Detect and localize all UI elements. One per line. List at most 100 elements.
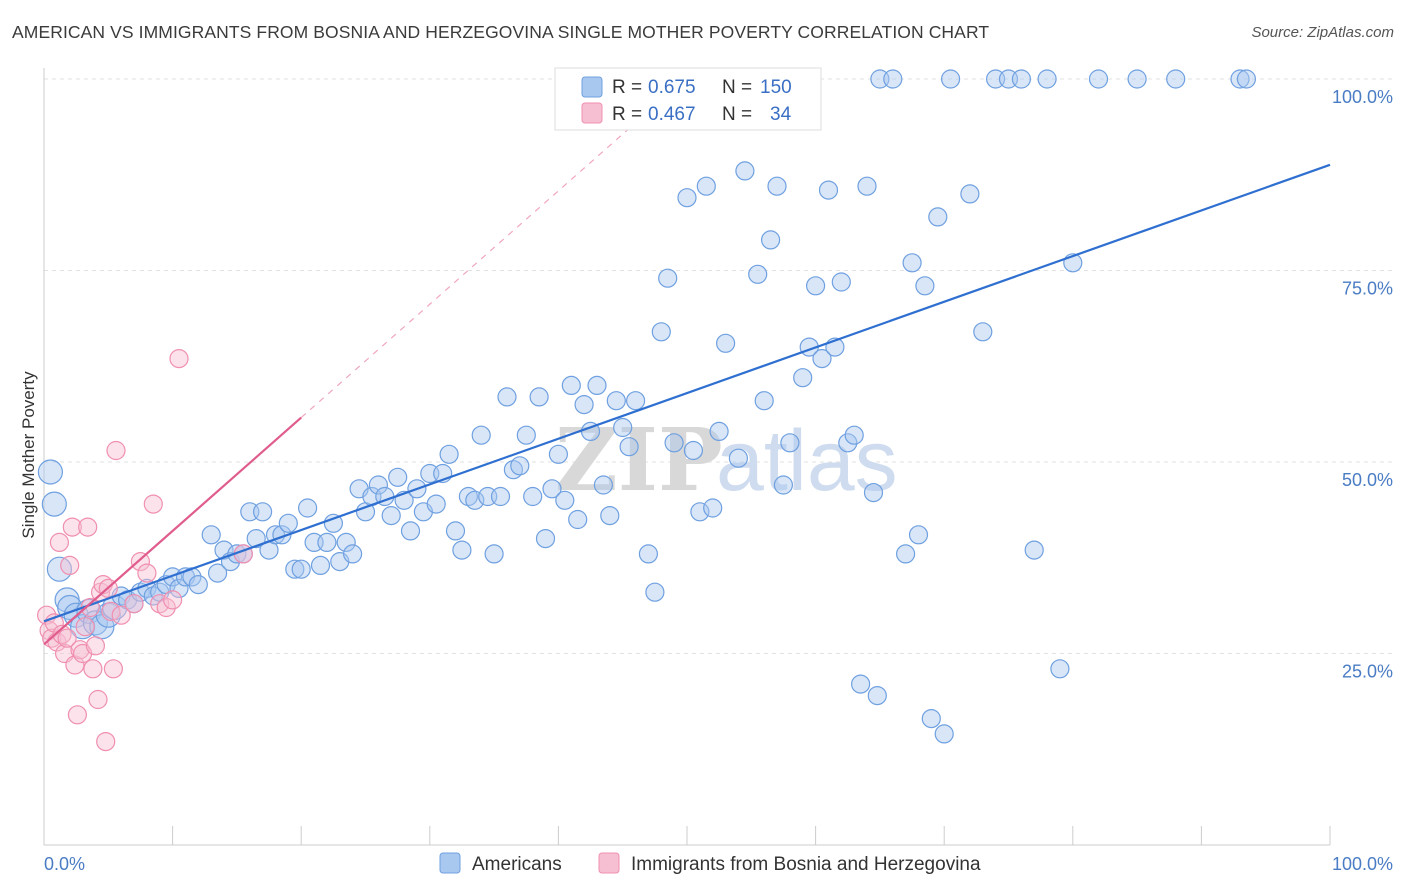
americans-point-70 bbox=[490, 486, 511, 507]
americans-point-122 bbox=[857, 176, 877, 196]
americans-point-73 bbox=[510, 456, 530, 476]
americans-point-33 bbox=[253, 502, 273, 522]
americans-point-134 bbox=[934, 724, 954, 744]
bosnia-point-35 bbox=[163, 590, 183, 610]
americans-point-123 bbox=[850, 674, 871, 694]
bosnia-point-28 bbox=[111, 605, 131, 625]
americans-point-88 bbox=[606, 391, 626, 411]
legend-r-value-2: 0.467 bbox=[648, 104, 696, 125]
americans-point-0 bbox=[37, 459, 64, 485]
americans-point-108 bbox=[754, 391, 774, 411]
bosnia-point-5 bbox=[49, 532, 70, 553]
americans-point-128 bbox=[895, 544, 916, 564]
americans-point-131 bbox=[915, 276, 935, 296]
americans-point-113 bbox=[793, 368, 813, 388]
americans-point-148 bbox=[1230, 69, 1250, 89]
americans-point-94 bbox=[651, 322, 671, 342]
americans-point-136 bbox=[960, 184, 980, 204]
americans-point-117 bbox=[818, 180, 839, 200]
americans-point-145 bbox=[1088, 69, 1109, 89]
bosnia-point-34 bbox=[156, 597, 176, 618]
x-tick-label-max: 100.0% bbox=[1332, 854, 1393, 874]
americans-point-32 bbox=[246, 528, 266, 549]
correlation-legend: R = 0.675 N = 150 R = 0.467 N = 34 bbox=[554, 67, 822, 131]
americans-point-24 bbox=[188, 574, 208, 595]
americans-point-75 bbox=[523, 486, 543, 507]
bosnia-point-11 bbox=[65, 655, 85, 675]
americans-point-76 bbox=[529, 387, 549, 407]
bosnia-point-10 bbox=[62, 517, 82, 537]
americans-point-56 bbox=[400, 521, 421, 541]
americans-point-121 bbox=[844, 425, 864, 445]
americans-point-78 bbox=[542, 479, 562, 499]
bosnia-point-12 bbox=[67, 705, 88, 725]
legend-r-label-1: R = bbox=[612, 77, 642, 98]
legend-swatch-americans bbox=[581, 76, 603, 98]
trend-lines bbox=[43, 78, 1331, 646]
americans-point-91 bbox=[625, 391, 646, 411]
legend-r-value-1: 0.675 bbox=[648, 77, 696, 98]
americans-point-146 bbox=[1127, 69, 1147, 89]
americans-point-137 bbox=[973, 322, 993, 342]
americans-point-127 bbox=[883, 69, 903, 89]
americans-trend-line bbox=[43, 163, 1331, 623]
legend-n-label-2: N = bbox=[722, 104, 752, 125]
americans-point-115 bbox=[805, 276, 826, 296]
americans-point-25 bbox=[201, 525, 221, 545]
americans-point-101 bbox=[703, 498, 723, 518]
americans-point-105 bbox=[735, 161, 755, 181]
americans-point-103 bbox=[715, 333, 736, 353]
americans-point-83 bbox=[574, 395, 594, 415]
y-tick-label-100: 100.0% bbox=[1332, 87, 1393, 107]
y-tick-label-75: 75.0% bbox=[1342, 279, 1393, 299]
bosnia-point-15 bbox=[75, 617, 95, 637]
bosnia-point-32 bbox=[143, 494, 163, 514]
legend-n-value-1: 150 bbox=[760, 77, 792, 98]
legend-r-label-2: R = bbox=[612, 104, 642, 125]
americans-point-130 bbox=[908, 525, 929, 545]
americans-point-37 bbox=[278, 513, 298, 533]
americans-point-53 bbox=[381, 505, 401, 526]
americans-point-69 bbox=[484, 544, 504, 564]
americans-point-132 bbox=[921, 708, 941, 729]
bosnia-point-6 bbox=[52, 624, 72, 645]
americans-point-42 bbox=[310, 555, 331, 576]
americans-point-93 bbox=[645, 582, 665, 602]
bottom-legend-bosnia: Immigrants from Bosnia and Herzegovina bbox=[631, 854, 981, 875]
y-axis-label: Single Mother Poverty bbox=[19, 371, 38, 539]
americans-point-90 bbox=[619, 437, 639, 457]
bosnia-point-27 bbox=[106, 440, 126, 461]
americans-point-110 bbox=[767, 176, 787, 196]
bosnia-point-20 bbox=[88, 689, 108, 710]
americans-point-143 bbox=[1050, 659, 1070, 679]
americans-point-60 bbox=[426, 494, 446, 514]
bottom-legend-americans: Americans bbox=[472, 854, 562, 875]
americans-point-107 bbox=[748, 264, 768, 284]
bottom-legend-swatch-bosnia bbox=[598, 852, 620, 874]
americans-point-109 bbox=[760, 230, 781, 250]
americans-point-44 bbox=[323, 513, 343, 533]
americans-point-77 bbox=[535, 528, 556, 549]
y-tick-label-25: 25.0% bbox=[1342, 662, 1393, 682]
americans-point-95 bbox=[658, 268, 678, 288]
grid-lines bbox=[44, 78, 1394, 654]
americans-point-86 bbox=[593, 475, 614, 495]
americans-point-67 bbox=[471, 425, 491, 445]
americans-point-99 bbox=[690, 502, 710, 522]
watermark-atlas: atlas bbox=[716, 413, 898, 509]
y-tick-label-50: 50.0% bbox=[1342, 470, 1393, 490]
americans-point-63 bbox=[445, 521, 466, 541]
bosnia-point-16 bbox=[78, 517, 98, 537]
americans-point-54 bbox=[388, 467, 408, 487]
americans-point-104 bbox=[728, 448, 749, 468]
series-legend: Americans Immigrants from Bosnia and Her… bbox=[439, 852, 981, 875]
americans-point-102 bbox=[709, 421, 729, 441]
americans-point-124 bbox=[863, 483, 884, 503]
americans-point-125 bbox=[867, 685, 887, 706]
americans-point-112 bbox=[780, 433, 800, 453]
americans-point-38 bbox=[285, 559, 305, 579]
bottom-legend-swatch-americans bbox=[439, 852, 461, 874]
americans-point-51 bbox=[368, 475, 388, 495]
bosnia-point-29 bbox=[124, 594, 144, 614]
americans-point-26 bbox=[208, 563, 228, 583]
